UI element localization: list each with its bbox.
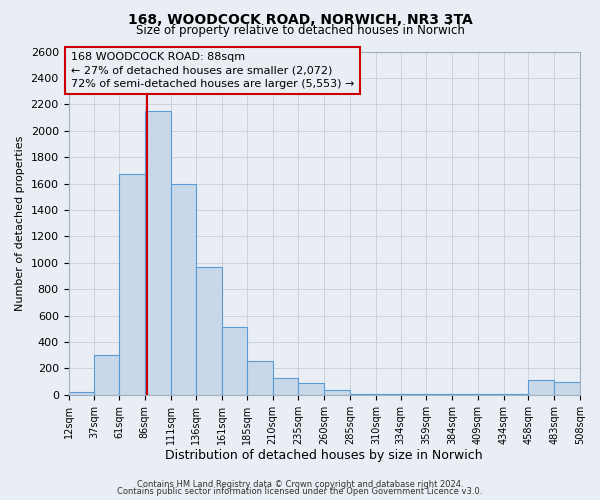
Bar [401, 394, 427, 395]
Bar [529, 380, 554, 395]
Bar [376, 394, 401, 395]
X-axis label: Distribution of detached houses by size in Norwich: Distribution of detached houses by size … [166, 450, 483, 462]
Bar [68, 392, 94, 395]
Bar [196, 267, 222, 395]
Bar [554, 382, 580, 395]
Bar [350, 394, 376, 395]
Bar [222, 328, 247, 395]
Text: Contains public sector information licensed under the Open Government Licence v3: Contains public sector information licen… [118, 488, 482, 496]
Bar [170, 184, 196, 395]
Bar [503, 394, 529, 395]
Bar [119, 174, 145, 395]
Bar [427, 394, 452, 395]
Bar [478, 394, 503, 395]
Text: Size of property relative to detached houses in Norwich: Size of property relative to detached ho… [136, 24, 464, 37]
Bar [145, 111, 170, 395]
Bar [298, 383, 324, 395]
Bar [247, 361, 273, 395]
Text: 168 WOODCOCK ROAD: 88sqm
← 27% of detached houses are smaller (2,072)
72% of sem: 168 WOODCOCK ROAD: 88sqm ← 27% of detach… [71, 52, 354, 88]
Bar [452, 394, 478, 395]
Bar [324, 390, 350, 395]
Text: 168, WOODCOCK ROAD, NORWICH, NR3 3TA: 168, WOODCOCK ROAD, NORWICH, NR3 3TA [128, 12, 472, 26]
Text: Contains HM Land Registry data © Crown copyright and database right 2024.: Contains HM Land Registry data © Crown c… [137, 480, 463, 489]
Bar [273, 378, 298, 395]
Bar [94, 355, 119, 395]
Y-axis label: Number of detached properties: Number of detached properties [15, 136, 25, 311]
